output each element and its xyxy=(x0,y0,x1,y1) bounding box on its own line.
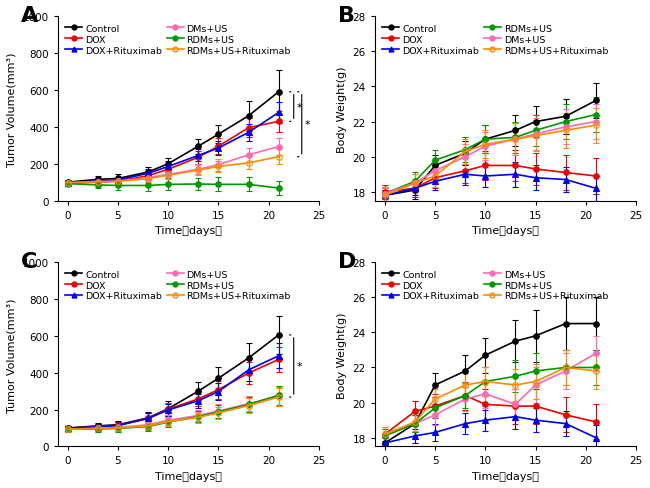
Y-axis label: Tumor Volume(mm³): Tumor Volume(mm³) xyxy=(7,52,17,166)
X-axis label: Time（days）: Time（days） xyxy=(155,471,222,481)
Text: A: A xyxy=(21,6,38,26)
Y-axis label: Tumor Volume(mm³): Tumor Volume(mm³) xyxy=(7,297,17,412)
Text: *: * xyxy=(305,120,311,130)
Legend: Control, DOX, DOX+Rituximab, DMs+US, RDMs+US, RDMs+US+Rituximab: Control, DOX, DOX+Rituximab, DMs+US, RDM… xyxy=(380,267,611,304)
Text: *: * xyxy=(297,102,302,112)
Legend: Control, DOX, DOX+Rituximab, DMs+US, RDMs+US, RDMs+US+Rituximab: Control, DOX, DOX+Rituximab, DMs+US, RDM… xyxy=(62,22,294,58)
Legend: Control, DOX, DOX+Rituximab, RDMs+US, DMs+US, RDMs+US+Rituximab: Control, DOX, DOX+Rituximab, RDMs+US, DM… xyxy=(380,22,611,58)
Text: D: D xyxy=(338,251,357,271)
Y-axis label: Body Weight(g): Body Weight(g) xyxy=(337,311,347,398)
Legend: Control, DOX, DOX+Rituximab, DMs+US, RDMs+US, RDMs+US+Rituximab: Control, DOX, DOX+Rituximab, DMs+US, RDM… xyxy=(62,267,294,304)
Text: B: B xyxy=(338,6,356,26)
Text: *: * xyxy=(297,361,302,371)
X-axis label: Time（days）: Time（days） xyxy=(472,226,539,236)
X-axis label: Time（days）: Time（days） xyxy=(472,471,539,481)
X-axis label: Time（days）: Time（days） xyxy=(155,226,222,236)
Y-axis label: Body Weight(g): Body Weight(g) xyxy=(337,66,347,152)
Text: C: C xyxy=(21,251,38,271)
